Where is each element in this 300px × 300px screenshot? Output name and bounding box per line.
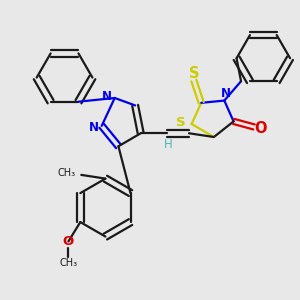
Text: N: N	[221, 87, 231, 100]
Text: O: O	[254, 121, 267, 136]
Text: CH₃: CH₃	[59, 258, 77, 268]
Text: O: O	[63, 235, 74, 248]
Text: H: H	[164, 138, 173, 151]
Text: N: N	[101, 90, 112, 103]
Text: S: S	[176, 116, 186, 129]
Text: N: N	[88, 121, 98, 134]
Text: S: S	[189, 66, 199, 81]
Text: CH₃: CH₃	[58, 168, 76, 178]
